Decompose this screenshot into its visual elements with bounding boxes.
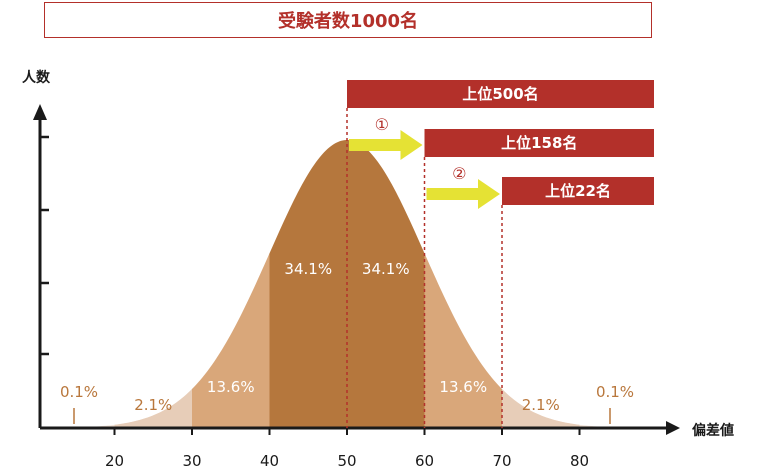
step-arrow-icon [349,130,423,160]
band-label: 13.6% [207,378,255,396]
y-axis-label: 人数 [22,69,51,86]
tail-label-right: 0.1% [596,383,634,401]
y-axis-arrow-icon [33,104,47,120]
rank-box-label: 上位22名 [545,182,611,200]
band-0 [114,140,192,428]
step-label: ② [452,164,466,183]
rank-box-0 [347,80,654,108]
tail-label-left: 0.1% [60,383,98,401]
x-tick-label: 80 [570,452,589,470]
title-text: 受験者数1000名 [277,11,419,32]
rank-box-1 [424,129,654,157]
x-tick-label: 40 [260,452,279,470]
title-box: 受験者数1000名 [44,2,652,38]
step-arrow-icon [426,179,500,209]
x-tick-label: 20 [105,452,124,470]
band-label: 34.1% [362,260,410,278]
x-tick-label: 60 [415,452,434,470]
band-label: 13.6% [439,378,487,396]
band-label: 2.1% [522,396,560,414]
rank-box-label: 上位158名 [501,134,577,152]
step-label: ① [375,115,389,134]
band-label: 34.1% [284,260,332,278]
x-tick-label: 50 [337,452,356,470]
x-tick-label: 70 [492,452,511,470]
x-tick-label: 30 [182,452,201,470]
rank-box-2 [502,177,654,205]
rank-box-label: 上位500名 [462,85,538,103]
band-label: 2.1% [134,396,172,414]
x-axis-label: 偏差値 [692,422,734,439]
x-axis-arrow-icon [666,421,680,435]
